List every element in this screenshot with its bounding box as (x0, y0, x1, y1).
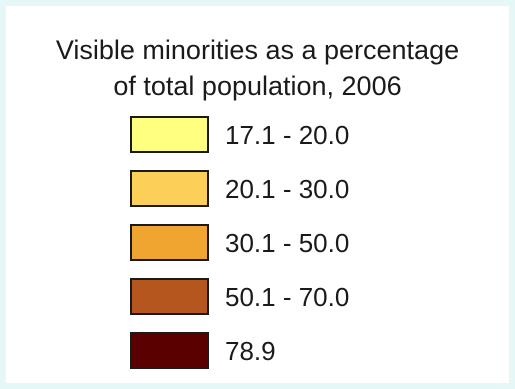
legend-title-line-2: of total population, 2006 (113, 71, 402, 101)
legend-swatch-50-70 (130, 278, 209, 315)
legend-label-78-9: 78.9 (225, 336, 276, 366)
legend-label-50-70: 50.1 - 70.0 (225, 282, 350, 312)
legend-title: Visible minorities as a percentage of to… (6, 32, 509, 104)
map-legend: Visible minorities as a percentage of to… (6, 6, 509, 383)
legend-swatch-30-50 (130, 224, 209, 261)
legend-title-line-1: Visible minorities as a percentage (55, 35, 460, 65)
legend-swatch-17-20 (130, 116, 209, 153)
legend-label-30-50: 30.1 - 50.0 (225, 228, 350, 258)
legend-swatch-78-9 (130, 332, 209, 369)
legend-label-20-30: 20.1 - 30.0 (225, 174, 350, 204)
legend-swatch-20-30 (130, 170, 209, 207)
legend-label-17-20: 17.1 - 20.0 (225, 120, 350, 150)
